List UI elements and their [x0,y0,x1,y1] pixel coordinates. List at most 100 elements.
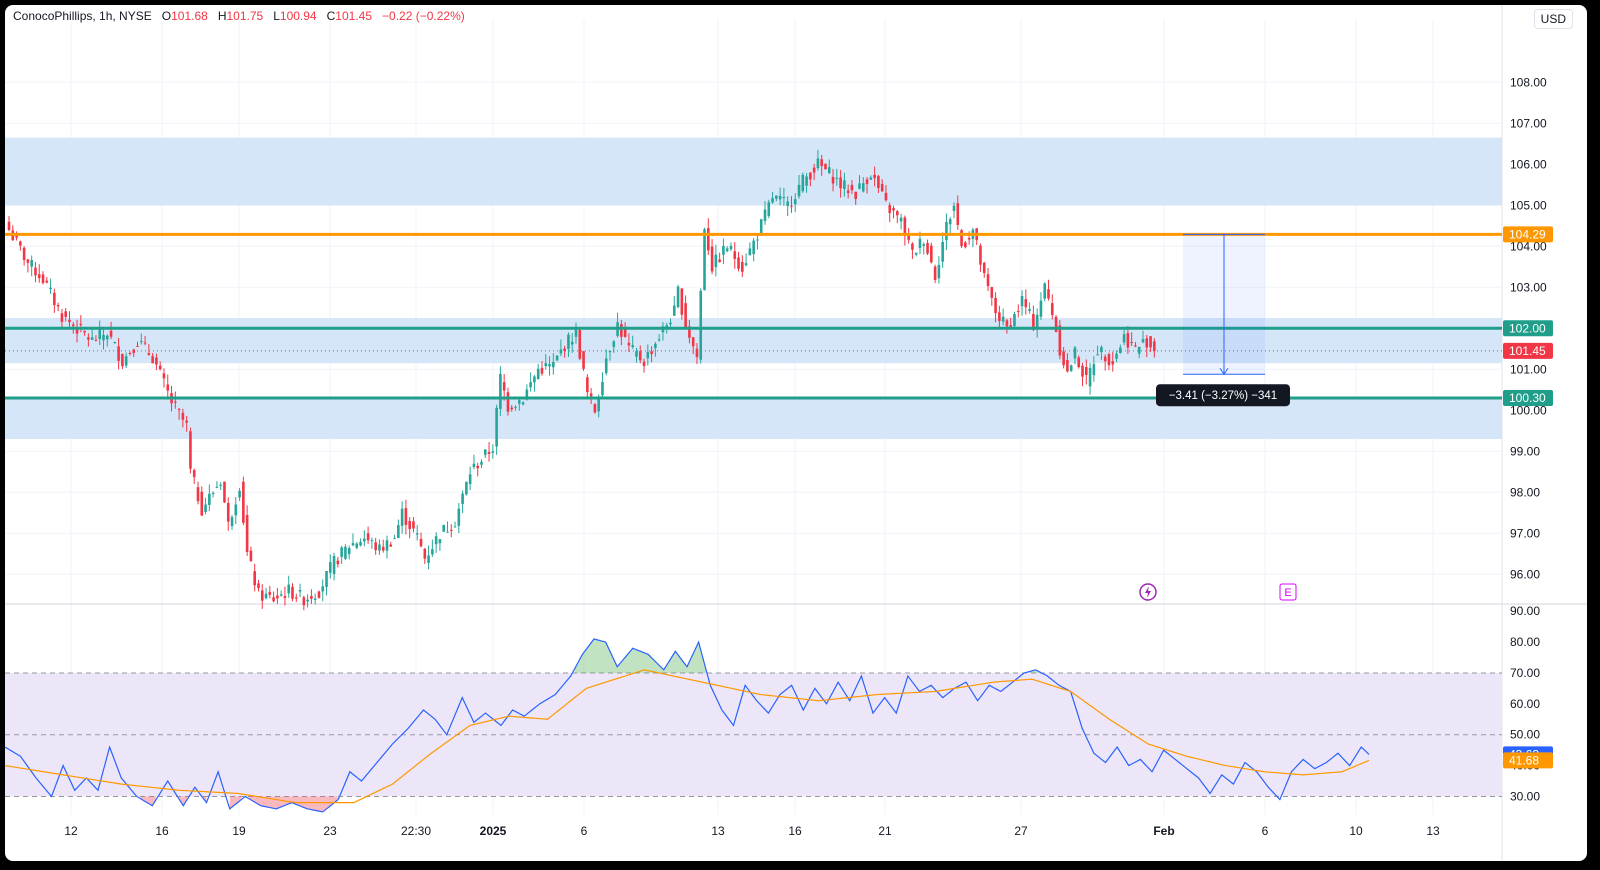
candle-body [291,586,294,599]
candle-body [854,191,858,199]
price-tick-label: 105.00 [1510,198,1547,212]
price-chart[interactable]: −3.41 (−3.27%) −341 96.00 97.00 98.00 99.00… [5,5,1587,861]
rsi-tick-label: 30.00 [1510,789,1540,803]
candle-body [68,319,71,323]
rsi-ma-line [5,669,1370,804]
candle-body [877,175,880,189]
candle-body [1137,346,1141,354]
candle-body [79,323,83,325]
candle-body [310,595,313,599]
candle-body [839,177,842,189]
candle-body [1149,336,1152,348]
candle-body [654,343,657,349]
candle-body [930,245,933,263]
time-axis[interactable]: 12 16 19 23 22:30 2025 6 13 16 21 27 Feb 6 10 13 [64,824,1440,838]
candle-body [162,373,166,379]
candle-body [793,199,797,205]
measure-label-bg [1156,384,1290,407]
candle-body [967,238,971,240]
candle-body [53,292,56,306]
candle-body [888,205,892,214]
candle-body [64,311,67,317]
currency-button[interactable]: USD [1533,9,1573,29]
candle-body [219,484,222,486]
candle-body [982,262,986,273]
flash-event-icon [1139,583,1157,601]
candle-body [1096,354,1099,356]
candle-body [499,373,502,409]
candle-body [196,487,200,502]
candle-body [1028,309,1031,311]
candle-body [684,303,687,328]
event-icons[interactable]: E [1139,583,1297,601]
candle-body [533,376,536,383]
symbol-legend: ConocoPhillips, 1h, NYSE O101.68 H101.75… [13,9,465,23]
candle-body [669,322,672,325]
candle-body [725,248,729,252]
rsi-tick-label: 80.00 [1510,635,1540,649]
measure-tool[interactable]: −3.41 (−3.27%) −341 [1156,233,1290,407]
candle-body [559,349,563,354]
time-tick-label: 21 [878,824,892,838]
candle-body [449,529,453,531]
candle-body [423,548,427,559]
candle-body [578,330,582,359]
rsi-tick-label: 90.00 [1510,604,1540,618]
earnings-icon: E [1279,583,1297,601]
candle-body [404,508,408,525]
candle-body [83,330,86,333]
candle-body [926,243,929,254]
candle-body [340,547,343,557]
candle-body [105,335,109,340]
candle-body [797,184,801,197]
candle-body [1062,351,1065,366]
price-axis[interactable]: 96.00 97.00 98.00 99.00 100.00 101.00 102.00 10… [1503,75,1553,803]
candle-body [752,240,755,255]
candle-body [45,280,49,283]
candle-body [109,330,113,337]
candle-body [151,356,154,364]
candle-body [476,465,480,469]
candle-body [608,351,612,353]
candle-body [412,521,415,529]
candle-body [90,337,94,340]
candle-body [347,548,351,555]
candle-body [688,326,691,338]
rsi-tick-label: 70.00 [1510,666,1540,680]
candle-body [1050,303,1054,316]
candle-body [283,596,287,598]
candle-body [695,348,699,358]
change-value: −0.22 (−0.22%) [382,9,465,23]
candle-body [703,229,706,291]
candle-body [272,597,275,602]
measure-label: −3.41 (−3.27%) −341 [1169,390,1277,402]
candle-body [336,560,340,565]
candle-body [540,367,544,374]
time-tick-label: 12 [64,824,78,838]
earnings-box [1279,583,1297,601]
candle-body [933,266,937,280]
candle-body [1069,365,1073,372]
zones [5,137,1502,439]
measure-arrowhead [1219,367,1229,376]
price-tick-label: 96.00 [1510,567,1540,581]
price-tick-label: 98.00 [1510,485,1540,499]
price-tick-label: 107.00 [1510,116,1547,130]
candle-body [869,177,873,180]
chart-frame: −3.41 (−3.27%) −341 96.00 97.00 98.00 99.00… [5,5,1587,861]
candle-body [1092,364,1096,376]
candle-body [34,267,37,276]
candle-body [1035,314,1039,329]
candle-body [589,393,593,397]
candle-body [192,470,196,478]
candle-body [302,597,306,606]
candle-body [370,540,374,542]
candle-body [638,351,642,361]
symbol-title[interactable]: ConocoPhillips, 1h, NYSE [13,9,152,23]
candle-body [245,514,249,552]
candle-body [181,412,185,420]
open-label: O [161,9,172,23]
candle-body [393,538,396,540]
candle-body [226,502,230,522]
candle-body [903,217,907,236]
